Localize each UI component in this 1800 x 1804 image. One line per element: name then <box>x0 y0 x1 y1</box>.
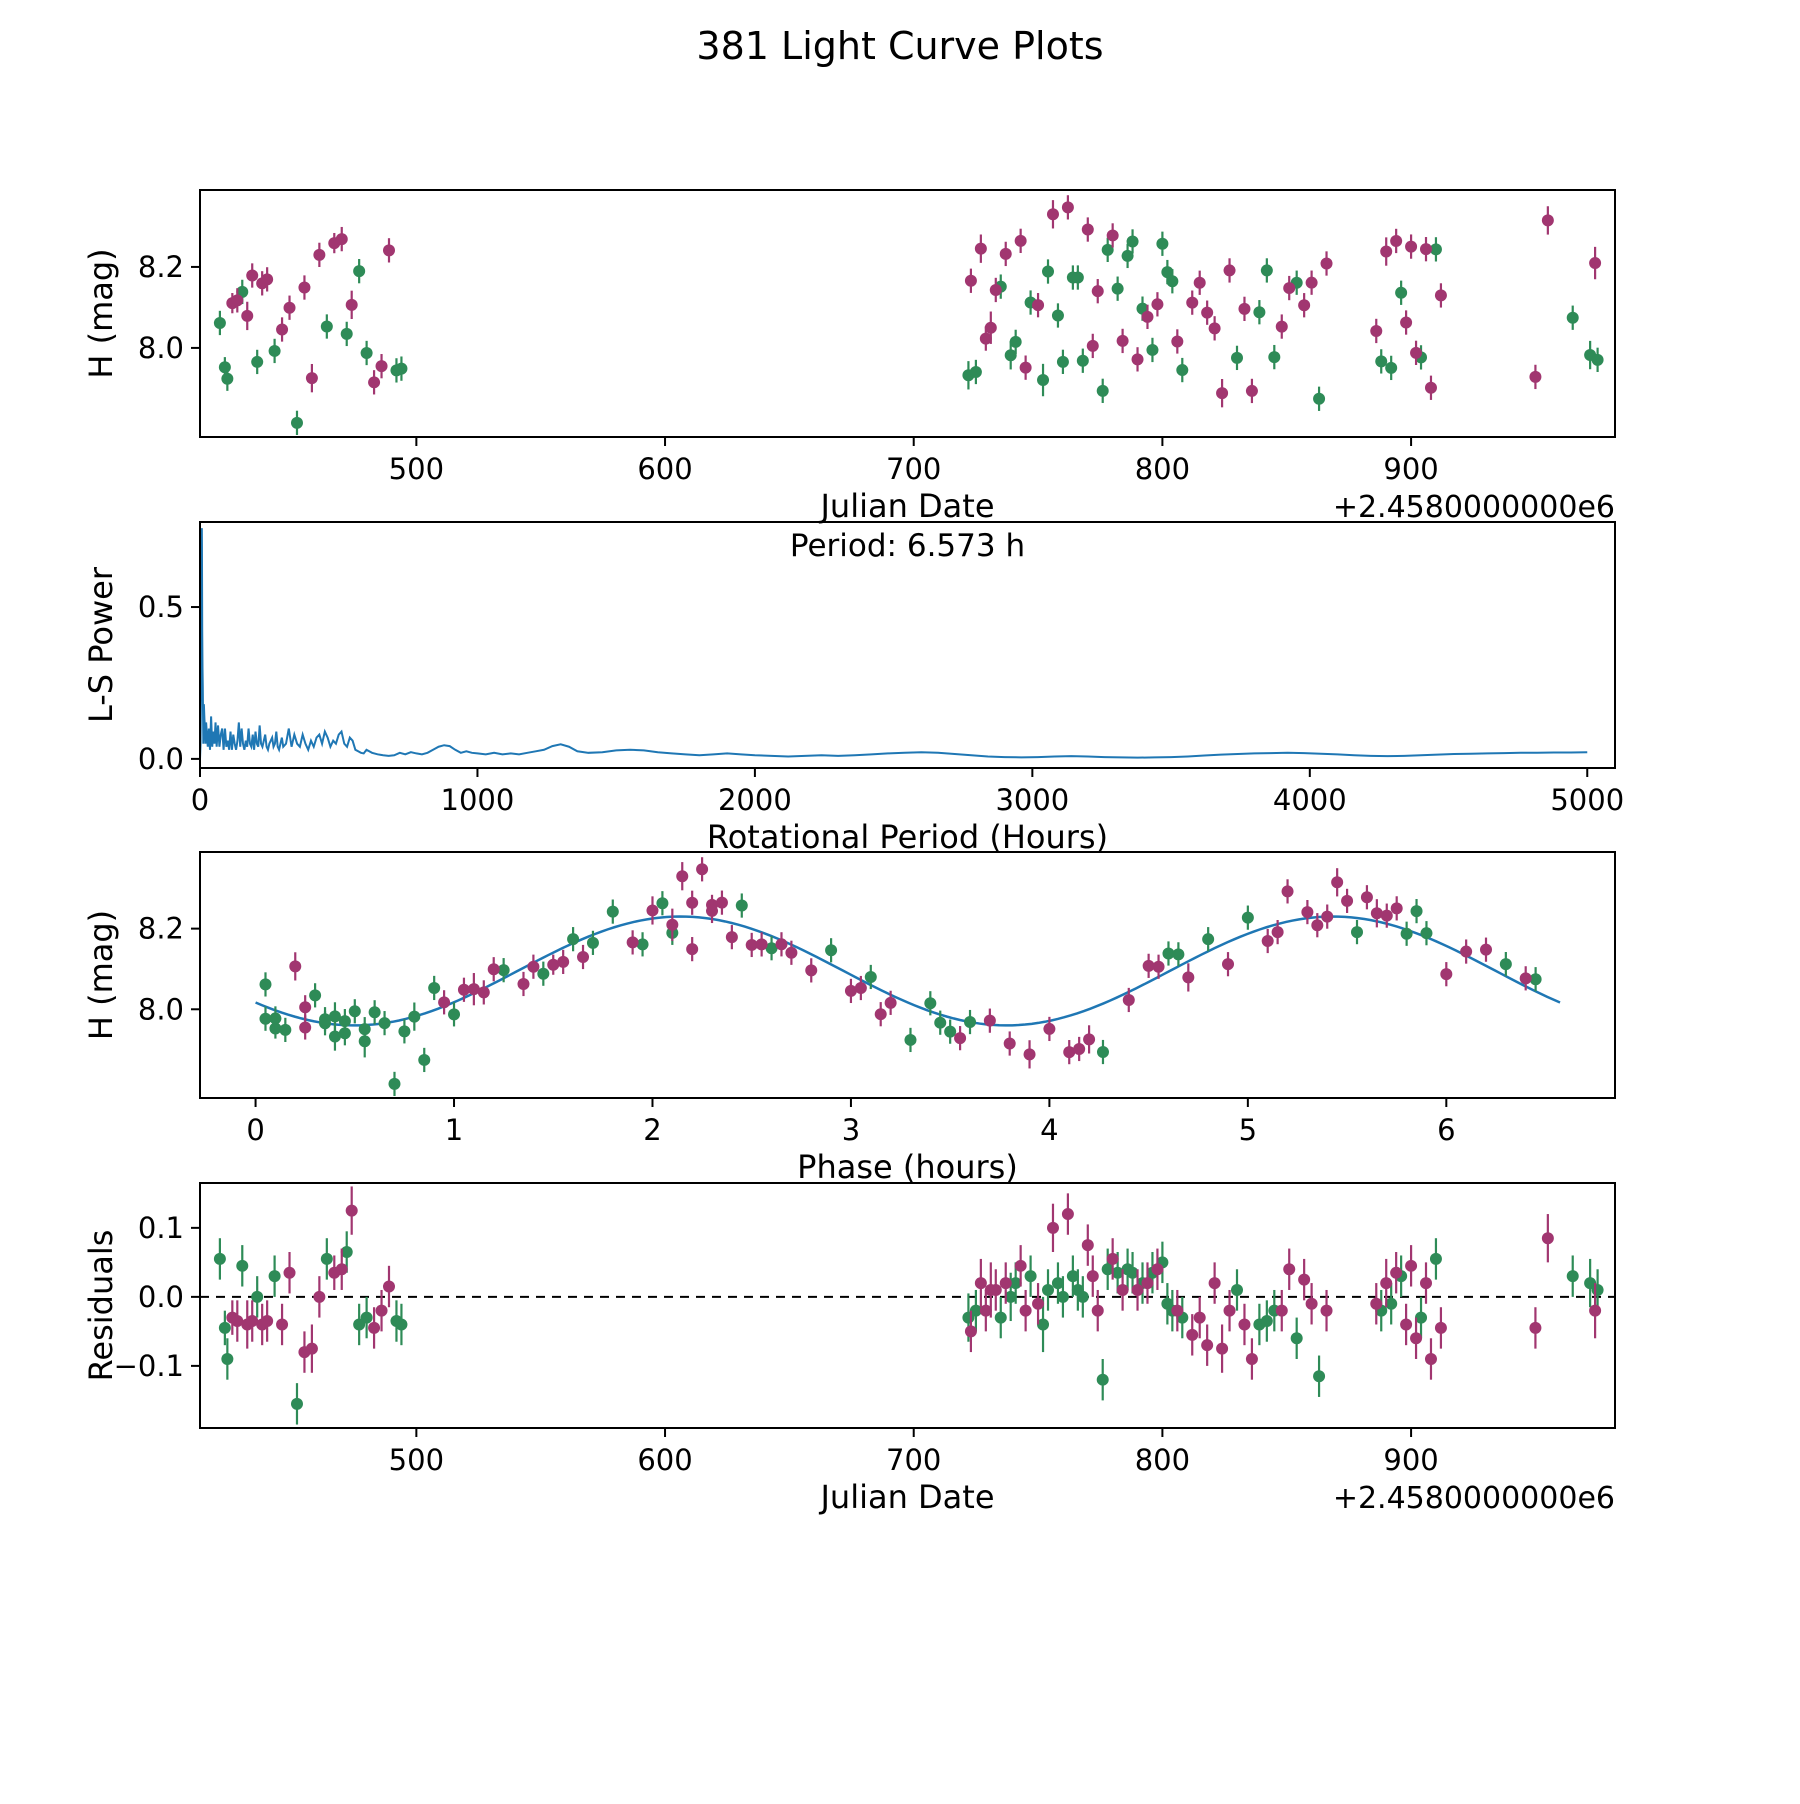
phased-xtick-label: 4 <box>1040 1113 1058 1147</box>
lightcurve-axis-offset: +2.4580000000e6 <box>1333 490 1615 525</box>
residuals-ytick-label: 0.1 <box>138 1211 184 1245</box>
lightcurve-points-purple <box>226 195 1602 408</box>
periodogram-xtick-label: 0 <box>191 783 209 817</box>
figure-title: 381 Light Curve Plots <box>696 24 1104 68</box>
residuals-xtick-label: 700 <box>886 1443 941 1477</box>
period-annotation: Period: 6.573 h <box>790 528 1025 564</box>
subplot-residuals: 500 600 700 800 900 −0.1 0.0 0.1 Julian Date Resi… <box>82 1182 1616 1516</box>
phased-spines <box>199 851 1616 1099</box>
lightcurve-spines <box>199 189 1616 438</box>
phased-xtick-label: 1 <box>445 1113 463 1147</box>
residuals-spines <box>199 1182 1616 1429</box>
residuals-points-purple <box>226 1186 1602 1380</box>
periodogram-ytick-label: 0.0 <box>138 742 184 776</box>
phased-xlabel: Phase (hours) <box>797 1148 1018 1186</box>
residuals-xtick-label: 900 <box>1383 1443 1438 1477</box>
phased-data-layer <box>255 857 1561 1097</box>
phased-xtick-label: 6 <box>1437 1113 1455 1147</box>
phased-xtick-label: 2 <box>643 1113 661 1147</box>
subplot-phased: 0 1 2 3 4 5 6 8.0 8.2 Phase (hours) H (mag) <box>82 851 1616 1186</box>
lightcurve-points-green <box>213 229 1604 436</box>
lightcurve-data-layer <box>213 195 1604 436</box>
periodogram-xtick-label: 1000 <box>441 783 515 817</box>
residuals-xtick-label: 800 <box>1135 1443 1190 1477</box>
residuals-xtick-label: 600 <box>637 1443 692 1477</box>
lightcurve-xtick-label: 600 <box>637 452 692 486</box>
periodogram-ylabel: L-S Power <box>82 566 120 723</box>
lightcurve-ytick-label: 8.0 <box>138 331 184 365</box>
phased-ytick-label: 8.2 <box>138 912 184 946</box>
periodogram-xtick-label: 5000 <box>1550 783 1624 817</box>
phased-points-purple <box>289 857 1532 1069</box>
phased-points-green <box>259 891 1542 1097</box>
phased-xtick-label: 0 <box>246 1113 264 1147</box>
subplot-periodogram: 0 1000 2000 3000 4000 5000 0.0 0.5 Rotational Pe… <box>82 521 1624 856</box>
lightcurve-xtick-label: 800 <box>1135 452 1190 486</box>
phased-xtick-label: 5 <box>1239 1113 1257 1147</box>
lightcurve-xtick-label: 500 <box>389 452 444 486</box>
residuals-ytick-label: −0.1 <box>114 1349 184 1383</box>
periodogram-ytick-label: 0.5 <box>138 590 184 624</box>
periodogram-data-layer <box>200 528 1588 759</box>
residuals-xlabel: Julian Date <box>818 1478 994 1516</box>
phased-ylabel: H (mag) <box>82 910 120 1040</box>
phased-ytick-label: 8.0 <box>138 992 184 1026</box>
lightcurve-ylabel: H (mag) <box>82 248 120 378</box>
periodogram-xlabel: Rotational Period (Hours) <box>707 818 1108 856</box>
phased-xtick-label: 3 <box>842 1113 860 1147</box>
residuals-data-layer <box>200 1186 1615 1425</box>
lightcurve-xlabel: Julian Date <box>818 487 994 525</box>
residuals-axis-offset: +2.4580000000e6 <box>1333 1481 1615 1516</box>
lightcurve-xtick-label: 900 <box>1383 452 1438 486</box>
periodogram-xtick-label: 4000 <box>1273 783 1347 817</box>
residuals-ylabel: Residuals <box>82 1230 120 1382</box>
periodogram-xtick-label: 2000 <box>718 783 792 817</box>
lightcurve-ytick-label: 8.2 <box>138 250 184 284</box>
subplot-lightcurve: 500 600 700 800 900 8.0 8.2 Julian Date H (mag) +… <box>82 189 1616 525</box>
periodogram-spines <box>199 521 1616 769</box>
residuals-xtick-label: 500 <box>389 1443 444 1477</box>
periodogram-line <box>200 528 1588 759</box>
residuals-ytick-label: 0.0 <box>138 1280 184 1314</box>
periodogram-xtick-label: 3000 <box>995 783 1069 817</box>
lightcurve-xtick-label: 700 <box>886 452 941 486</box>
